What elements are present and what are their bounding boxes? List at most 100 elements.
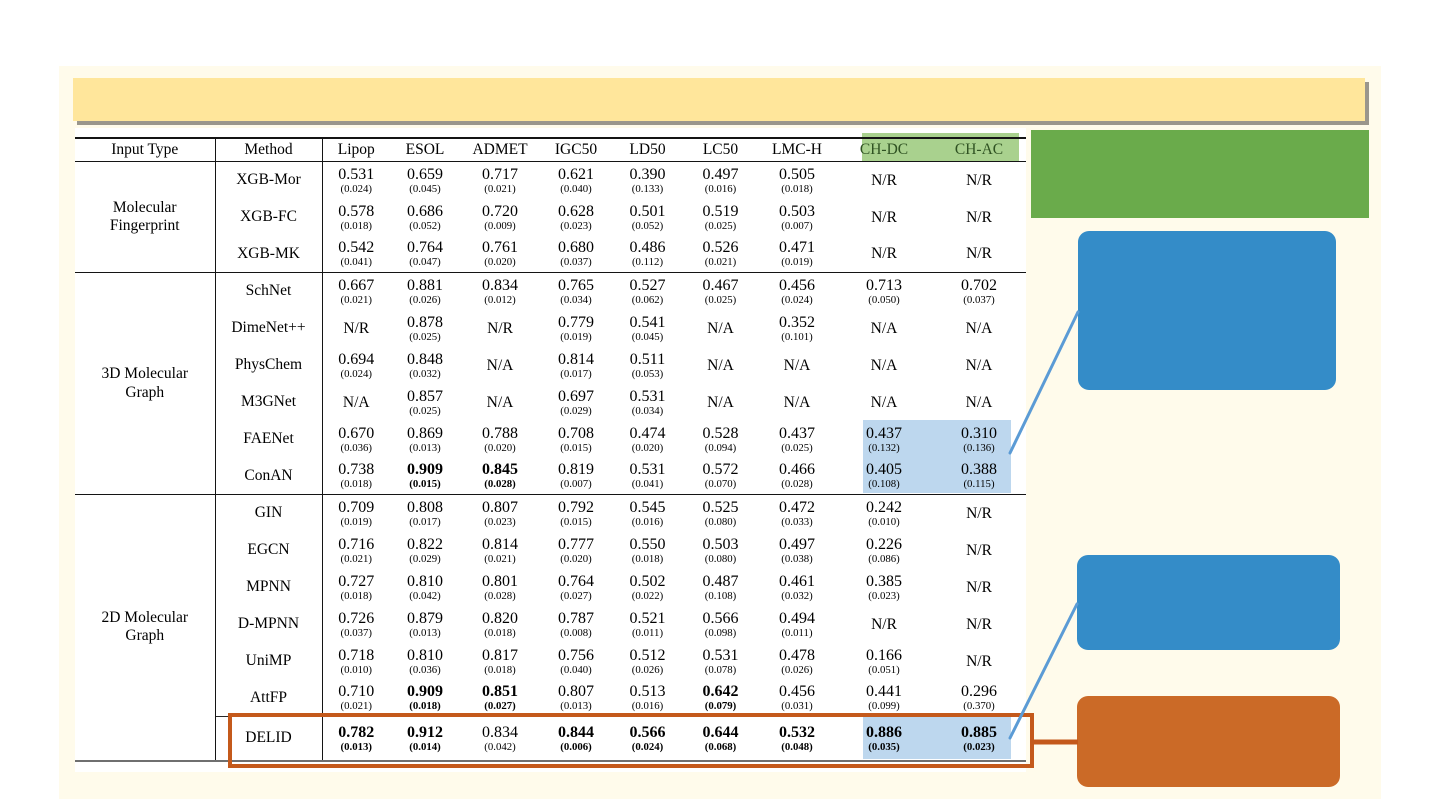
cell-stddev: (0.050) <box>868 293 900 306</box>
column-header-ch-dc: CH-DC <box>836 138 932 162</box>
cell-value: 0.912 <box>407 723 443 741</box>
cell-value: 0.779 <box>558 313 594 331</box>
method-label-delid: DELID <box>215 716 323 761</box>
column-header-esol: ESOL <box>390 138 460 162</box>
cell-stddev: (0.020) <box>560 552 592 565</box>
cell-value: 0.503 <box>779 202 815 220</box>
value-cell: 0.578 (0.018) <box>322 199 390 236</box>
cell-value: N/R <box>343 319 370 337</box>
value-cell: 0.242 (0.010) <box>836 494 932 532</box>
cell-stddev: (0.023) <box>868 589 900 602</box>
cell-value: 0.851 <box>482 683 518 701</box>
cell-value: 0.310 <box>961 424 997 442</box>
table-row-xgb-mk: XGB-MK 0.542 (0.041) 0.764 (0.047) 0.761 (0.02… <box>75 235 1026 273</box>
value-cell: 0.505 (0.018) <box>758 162 836 199</box>
value-cell: 0.521 (0.011) <box>612 606 683 643</box>
cell-value: 0.497 <box>702 165 739 183</box>
value-cell: 0.541 (0.045) <box>612 310 683 347</box>
cell-value: 0.531 <box>629 387 666 405</box>
cell-stddev: (0.018) <box>409 700 441 713</box>
cell-value: 0.456 <box>779 683 815 701</box>
cell-value: 0.886 <box>866 723 902 741</box>
value-cell: 0.497 (0.038) <box>758 532 836 569</box>
cell-value: 0.528 <box>702 424 739 442</box>
cell-stddev: (0.026) <box>409 293 441 306</box>
cell-stddev: (0.029) <box>560 404 592 417</box>
cell-stddev: (0.019) <box>340 515 372 528</box>
cell-stddev: (0.021) <box>340 293 372 306</box>
cell-value: 0.501 <box>629 202 666 220</box>
cell-stddev: (0.032) <box>781 589 813 602</box>
cell-value: N/A <box>965 393 993 411</box>
cell-value: N/R <box>966 504 992 522</box>
value-cell: 0.471 (0.019) <box>758 236 836 273</box>
cell-stddev: (0.053) <box>631 367 664 380</box>
value-cell: 0.503 (0.080) <box>683 532 758 569</box>
cell-value: 0.388 <box>961 461 997 479</box>
cell-value: 0.909 <box>407 461 443 479</box>
cell-value: 0.437 <box>866 424 902 442</box>
value-cell: 0.644 (0.068) <box>683 716 758 761</box>
value-cell: 0.467 (0.025) <box>683 272 758 310</box>
cell-value: 0.814 <box>482 535 518 553</box>
cell-stddev: (0.020) <box>631 441 664 454</box>
cell-value: 0.810 <box>407 646 443 664</box>
cell-value: N/A <box>783 393 811 411</box>
value-cell: N/A <box>460 347 540 384</box>
value-cell: 0.566 (0.098) <box>683 606 758 643</box>
value-cell: 0.502 (0.022) <box>612 569 683 606</box>
value-cell: N/A <box>683 384 758 421</box>
value-cell: 0.807 (0.023) <box>460 494 540 532</box>
cell-stddev: (0.018) <box>340 219 372 232</box>
cell-value: 0.667 <box>338 276 375 294</box>
value-cell: N/R <box>836 199 932 236</box>
cell-stddev: (0.132) <box>868 441 900 454</box>
orange-callout-box <box>1077 696 1340 787</box>
cell-value: 0.834 <box>482 276 518 294</box>
cell-stddev: (0.045) <box>631 330 664 343</box>
cell-stddev: (0.108) <box>704 589 737 602</box>
cell-stddev: (0.028) <box>484 589 516 602</box>
table-row-unimp: UniMP 0.718 (0.010) 0.810 (0.036) 0.817 (0.018… <box>75 642 1026 680</box>
cell-stddev: (0.023) <box>560 219 592 232</box>
value-cell: N/R <box>932 162 1026 199</box>
cell-value: 0.801 <box>482 572 518 590</box>
value-cell: N/R <box>932 532 1026 569</box>
cell-stddev: (0.080) <box>704 552 737 565</box>
value-cell: N/A <box>836 310 932 347</box>
cell-stddev: (0.079) <box>704 700 737 713</box>
value-cell: 0.716 (0.021) <box>322 532 390 569</box>
value-cell: 0.879 (0.013) <box>390 606 460 643</box>
value-cell: N/A <box>683 347 758 384</box>
cell-value: 0.680 <box>558 239 594 257</box>
cell-value: 0.466 <box>779 461 815 479</box>
column-header-lc50: LC50 <box>683 138 758 162</box>
cell-value: N/A <box>965 319 993 337</box>
value-cell: 0.817 (0.018) <box>460 643 540 680</box>
column-header-method: Method <box>215 138 323 162</box>
cell-stddev: (0.010) <box>340 663 372 676</box>
column-header-lipop: Lipop <box>322 138 390 162</box>
cell-value: 0.807 <box>482 498 518 516</box>
value-cell: 0.545 (0.016) <box>612 494 683 532</box>
cell-value: 0.857 <box>407 387 443 405</box>
cell-value: N/A <box>342 393 370 411</box>
cell-stddev: (0.036) <box>340 441 372 454</box>
cell-value: 0.296 <box>961 683 997 701</box>
value-cell: 0.686 (0.052) <box>390 199 460 236</box>
table-row-schnet: 3D Molecular Graph SchNet 0.667 (0.021) 0.88… <box>75 272 1026 495</box>
cell-stddev: (0.014) <box>409 740 441 753</box>
cell-stddev: (0.009) <box>484 219 516 232</box>
cell-stddev: (0.108) <box>868 478 900 491</box>
cell-stddev: (0.020) <box>484 256 516 269</box>
value-cell: N/R <box>322 310 390 347</box>
table-row-gin: 2D Molecular Graph GIN 0.709 (0.019) 0.808 (0… <box>75 494 1026 761</box>
cell-value: N/R <box>966 652 992 670</box>
value-cell: 0.777 (0.020) <box>540 532 612 569</box>
method-label-mpnn: MPNN <box>215 568 323 606</box>
value-cell: 0.814 (0.021) <box>460 532 540 569</box>
value-cell: 0.566 (0.024) <box>612 716 683 761</box>
cell-stddev: (0.016) <box>631 700 664 713</box>
value-cell: N/A <box>932 347 1026 384</box>
value-cell: 0.765 (0.034) <box>540 272 612 310</box>
